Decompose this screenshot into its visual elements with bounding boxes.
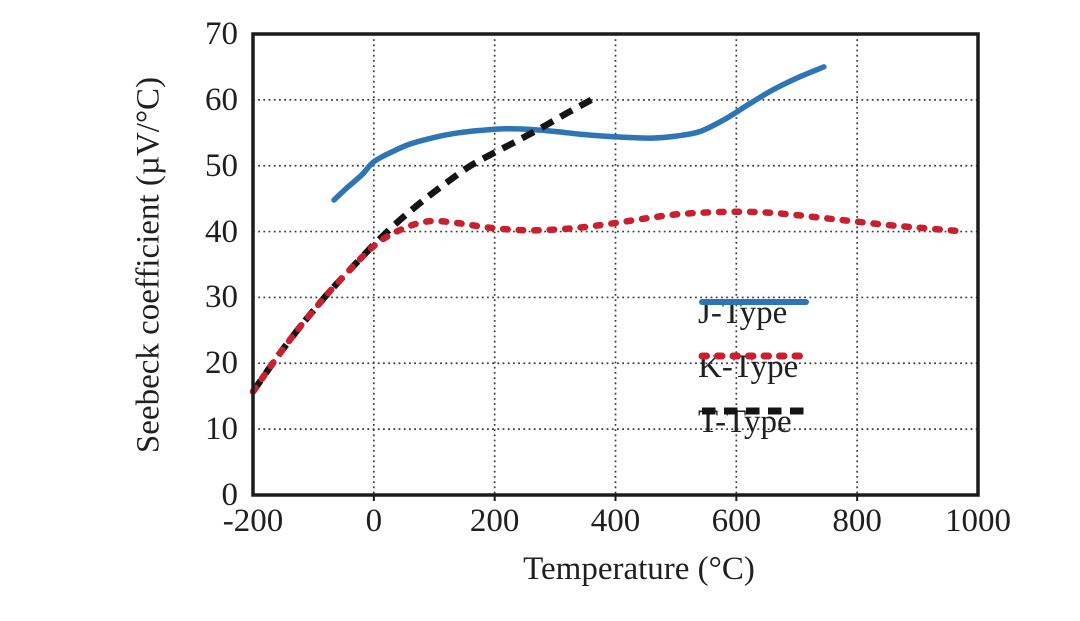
plot-frame <box>251 32 980 497</box>
x-tick-label: 1000 <box>945 503 1011 539</box>
legend-item-t-type: T-Type <box>698 405 806 439</box>
t-type-line-swatch <box>702 407 806 415</box>
y-tick-label: 40 <box>205 213 238 250</box>
x-tick-label: 200 <box>469 503 520 539</box>
y-tick-label: 60 <box>205 81 238 118</box>
k-type-line-swatch <box>698 352 810 360</box>
y-tick-label: 20 <box>205 345 238 382</box>
series-curve-j-type <box>331 64 827 203</box>
y-tick-label: 0 <box>221 477 239 513</box>
y-tick-label: 70 <box>205 16 238 52</box>
x-tick-label: 0 <box>365 503 383 539</box>
series-curve-k-type <box>249 208 961 395</box>
y-tick-label: 30 <box>205 279 238 316</box>
series-curve-t-type <box>250 97 593 394</box>
y-axis-title: Seebeck coefficient (µV/°C) <box>130 76 167 454</box>
j-type-line-swatch <box>699 299 809 305</box>
legend-item-k-type: K-Type <box>698 350 810 384</box>
x-axis-title: Temperature (°C) <box>523 551 755 587</box>
x-tick-label: 400 <box>590 503 641 539</box>
x-tick-label: -200 <box>222 503 284 539</box>
x-tick-label: 600 <box>711 503 762 539</box>
legend-item-j-type: J-Type <box>698 296 809 330</box>
x-tick-label: 800 <box>832 503 882 539</box>
y-tick-label: 10 <box>205 411 238 448</box>
y-tick-label: 50 <box>205 147 238 184</box>
